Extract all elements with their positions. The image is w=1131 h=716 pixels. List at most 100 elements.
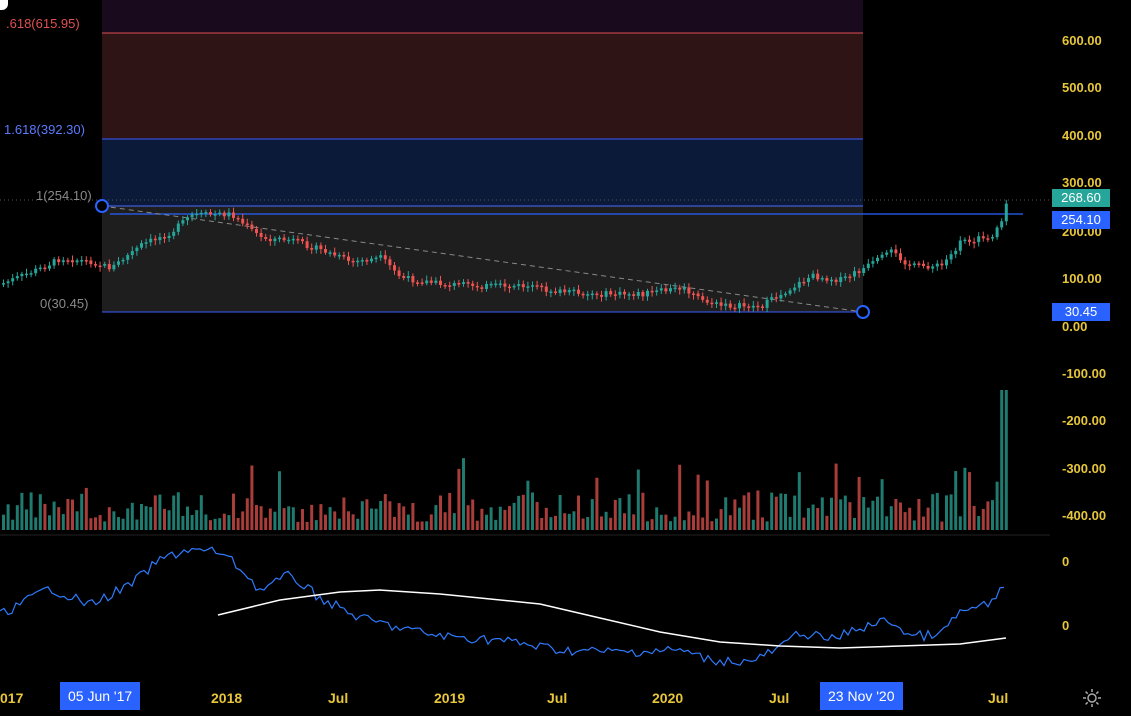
- candle-body: [94, 264, 97, 266]
- candle-body: [669, 288, 672, 292]
- volume-bar: [457, 468, 461, 530]
- candle-body: [719, 302, 723, 306]
- candle-body: [158, 237, 162, 241]
- volume-bar: [834, 463, 838, 530]
- volume-bar: [935, 492, 939, 530]
- candle-body: [586, 294, 590, 296]
- volume-bar: [6, 504, 10, 530]
- candle-body: [885, 252, 889, 255]
- candle-body: [135, 247, 139, 252]
- candle-body: [411, 276, 415, 283]
- volume-bar: [912, 520, 916, 530]
- volume-bar: [517, 495, 521, 530]
- volume-bar: [236, 517, 240, 530]
- candle-body: [632, 294, 636, 296]
- volume-bar: [347, 511, 350, 530]
- volume-bar: [705, 480, 709, 530]
- candle-body: [825, 278, 829, 281]
- fib-1-price-badge: 254.10: [1052, 211, 1110, 229]
- time-label: Jul: [988, 690, 1009, 706]
- candle-body: [830, 279, 833, 282]
- volume-bar: [25, 509, 28, 530]
- volume-bar: [268, 508, 272, 530]
- volume-bar: [126, 508, 130, 530]
- volume-bar: [728, 515, 732, 530]
- volume-bar: [940, 521, 944, 530]
- volume-bar: [158, 494, 162, 530]
- candle-body: [512, 285, 516, 288]
- volume-bar: [439, 495, 442, 530]
- volume-bar: [181, 515, 185, 530]
- candle-body: [57, 259, 61, 263]
- candle-body: [107, 263, 111, 270]
- candle-body: [360, 260, 364, 262]
- candle-body: [250, 224, 254, 229]
- volume-bar: [98, 515, 102, 530]
- candle-body: [531, 285, 534, 287]
- candle-body: [889, 249, 893, 253]
- candle-body: [899, 253, 902, 261]
- price-tick: 100.00: [1062, 271, 1102, 286]
- candle-body: [153, 238, 157, 241]
- volume-bar: [190, 515, 194, 530]
- volume-bar: [342, 497, 346, 530]
- candle-body: [121, 259, 125, 262]
- candle-body: [370, 258, 373, 262]
- volume-bar: [747, 492, 751, 530]
- candle-body: [931, 266, 935, 269]
- volume-bar: [259, 506, 263, 530]
- candle-body: [687, 287, 691, 294]
- volume-bar: [531, 492, 534, 530]
- volume-bar: [880, 479, 884, 530]
- corner-marker: [0, 0, 8, 10]
- volume-bar: [61, 514, 65, 530]
- volume-bar: [84, 487, 88, 530]
- candle-body: [508, 286, 511, 289]
- volume-bar: [544, 507, 548, 530]
- volume-bar: [567, 513, 571, 530]
- candle-body: [747, 306, 751, 308]
- candle-body: [894, 249, 898, 254]
- candle-body: [963, 239, 967, 242]
- time-label: 2019: [434, 690, 466, 706]
- price-tick: 500.00: [1062, 80, 1102, 95]
- price-tick: -100.00: [1062, 366, 1107, 381]
- candle-body: [310, 247, 314, 250]
- candle-body: [15, 276, 19, 279]
- volume-bar: [692, 515, 695, 530]
- gear-icon[interactable]: [1082, 688, 1102, 708]
- candle-body: [337, 254, 341, 257]
- volume-bar: [650, 519, 654, 530]
- volume-bar: [623, 513, 626, 530]
- candle-body: [917, 263, 921, 265]
- volume-bar: [245, 498, 249, 530]
- volume-bar: [209, 520, 212, 530]
- candle-body: [581, 293, 585, 296]
- candle-body: [236, 217, 240, 220]
- candle-body: [958, 240, 962, 251]
- volume-bar: [609, 517, 613, 530]
- volume-bar: [103, 521, 107, 530]
- volume-bars: [2, 390, 1008, 530]
- candle-body: [636, 292, 640, 296]
- candle-body: [549, 291, 553, 293]
- volume-bar: [807, 508, 810, 530]
- volume-bar: [673, 516, 677, 530]
- candle-body: [705, 299, 709, 303]
- candle-body: [264, 237, 268, 239]
- candle-body: [733, 307, 737, 310]
- candle-body: [429, 280, 433, 283]
- candle-body: [176, 223, 180, 232]
- volume-bar: [20, 492, 24, 530]
- volume-bar: [986, 501, 990, 530]
- candle-body: [751, 305, 755, 308]
- volume-bar: [756, 490, 760, 530]
- volume-bar: [130, 502, 134, 530]
- candle-body: [52, 259, 56, 266]
- candle-body: [770, 297, 774, 300]
- candle-body: [443, 285, 447, 287]
- volume-bar: [365, 499, 369, 530]
- candle-body: [232, 212, 235, 218]
- candle-body: [351, 260, 355, 263]
